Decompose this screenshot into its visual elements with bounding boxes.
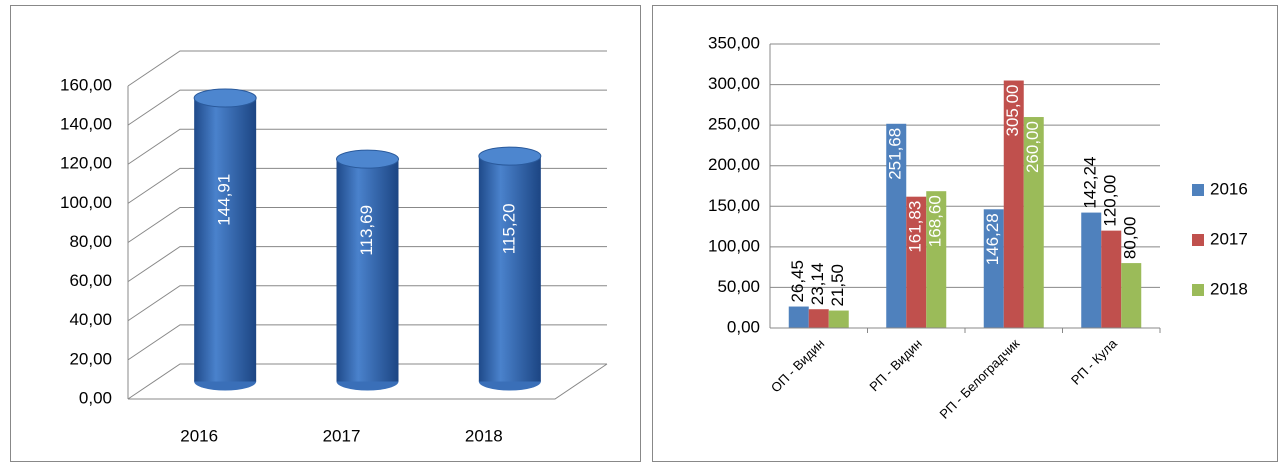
data-label: 260,00 xyxy=(1023,121,1042,173)
bar xyxy=(886,123,907,328)
x-tick-label: 2018 xyxy=(465,426,503,445)
grid-line xyxy=(127,324,607,361)
bar xyxy=(926,191,947,328)
legend-label: 2016 xyxy=(1210,179,1248,198)
cylinder-top xyxy=(336,149,399,169)
bar xyxy=(906,196,927,328)
y-tick-label: 200,00 xyxy=(708,155,760,174)
legend-label: 2018 xyxy=(1210,279,1248,298)
cylinder-top xyxy=(478,146,542,166)
bar xyxy=(983,209,1004,328)
y-tick-label: 350,00 xyxy=(708,33,760,52)
data-label: 115,20 xyxy=(499,203,518,254)
y-tick-label: 0,00 xyxy=(79,388,112,407)
legend-swatch xyxy=(1192,284,1204,296)
data-label: 305,00 xyxy=(1003,85,1022,137)
bar xyxy=(1003,80,1024,328)
data-label: 142,24 xyxy=(1081,157,1100,209)
y-tick-label: 250,00 xyxy=(708,115,760,134)
y-tick-label: 60,00 xyxy=(69,271,112,290)
legend-swatch xyxy=(1192,184,1204,196)
legend-label: 2017 xyxy=(1210,229,1248,248)
bar xyxy=(1101,230,1122,328)
bar xyxy=(1121,263,1142,328)
y-tick-label: 0,00 xyxy=(727,317,760,336)
data-label: 80,00 xyxy=(1121,217,1140,260)
x-tick-label: 2017 xyxy=(323,426,361,445)
y-tick-label: 300,00 xyxy=(708,74,760,93)
y-tick-label: 80,00 xyxy=(69,232,112,251)
y-tick-label: 20,00 xyxy=(69,349,112,368)
data-label: 113,69 xyxy=(357,205,376,256)
legend-swatch xyxy=(1192,234,1204,246)
y-tick-label: 160,00 xyxy=(60,75,112,94)
y-tick-label: 100,00 xyxy=(708,236,760,255)
cylinder xyxy=(336,159,399,382)
grid-line xyxy=(127,50,607,87)
cylinder xyxy=(478,156,541,382)
grid-line xyxy=(127,128,607,165)
y-tick-label: 140,00 xyxy=(60,115,112,134)
bar xyxy=(1081,212,1102,328)
data-label: 23,14 xyxy=(808,263,827,306)
x-tick-label: 2016 xyxy=(180,426,218,445)
y-tick-label: 40,00 xyxy=(69,310,112,329)
data-label: 120,00 xyxy=(1101,175,1120,227)
data-label: 251,68 xyxy=(886,128,905,180)
floor xyxy=(128,363,608,400)
right-panel xyxy=(652,5,1278,462)
grid-line xyxy=(127,207,607,243)
data-label: 144,91 xyxy=(215,174,234,226)
data-label: 21,50 xyxy=(828,264,847,307)
grid-line xyxy=(127,363,607,400)
grid-line xyxy=(127,246,607,283)
bar xyxy=(808,309,829,328)
data-label: 161,83 xyxy=(906,201,925,253)
y-tick-label: 100,00 xyxy=(60,193,112,212)
y-tick-label: 150,00 xyxy=(708,196,760,215)
y-tick-label: 120,00 xyxy=(60,154,112,173)
data-label: 146,28 xyxy=(983,213,1002,265)
bar xyxy=(828,310,849,328)
bar xyxy=(1023,117,1044,329)
grid-line xyxy=(127,89,607,126)
grid-line xyxy=(127,285,607,322)
y-tick-label: 50,00 xyxy=(717,277,760,296)
cylinder xyxy=(194,98,257,382)
data-label: 168,60 xyxy=(926,195,945,247)
bar xyxy=(788,306,809,328)
data-label: 26,45 xyxy=(788,260,807,303)
grid-line xyxy=(127,167,607,204)
cylinder-top xyxy=(193,88,257,108)
